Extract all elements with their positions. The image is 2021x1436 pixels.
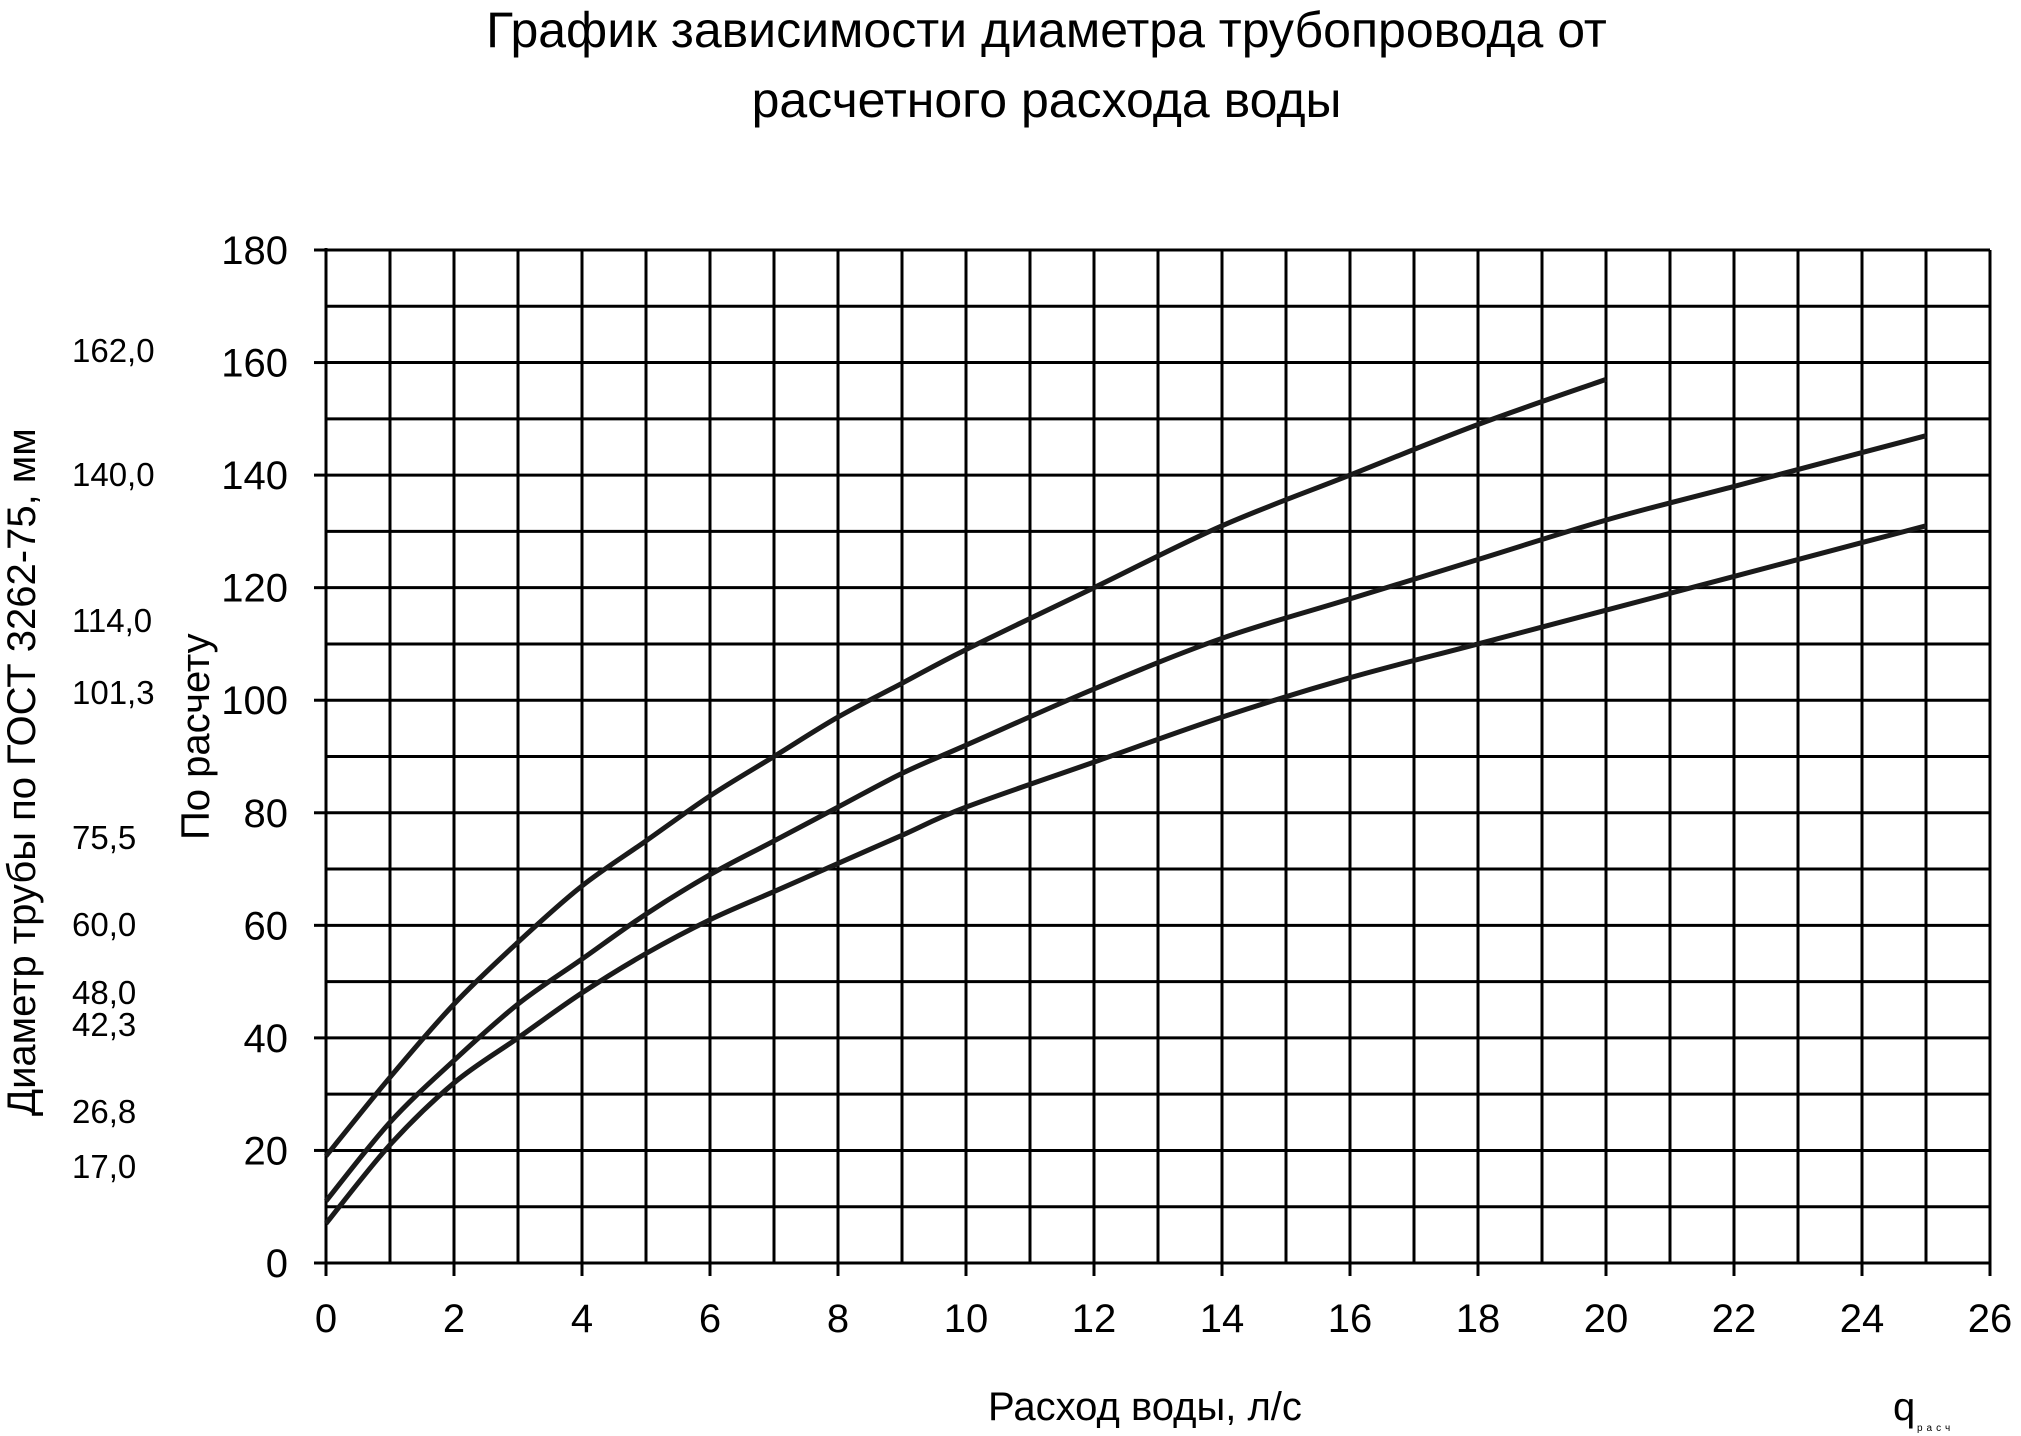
y-tick-label: 60	[244, 904, 289, 948]
x-tick-label: 18	[1456, 1297, 1501, 1341]
gost-diameter-label: 26,8	[72, 1093, 137, 1131]
series-line-1	[324, 377, 1607, 1158]
x-tick-label: 22	[1712, 1297, 1757, 1341]
x-tick-label: 2	[443, 1297, 465, 1341]
gost-diameter-label: 75,5	[72, 819, 137, 857]
y-tick-label: 100	[221, 679, 288, 723]
x-axis-label: Расход воды, л/с	[988, 1385, 1302, 1429]
gost-diameter-label: 114,0	[72, 602, 153, 640]
y-axis-label-outer: Диаметр трубы по ГОСТ 3262-75, мм	[0, 428, 44, 1116]
gost-diameter-label: 17,0	[72, 1148, 137, 1186]
q-subscript: расч	[1917, 1423, 1954, 1434]
y-tick-label: 0	[266, 1242, 288, 1286]
y-tick-label: 160	[221, 342, 288, 386]
y-tick-label: 180	[221, 229, 288, 273]
gost-diameter-label: 101,3	[72, 673, 155, 711]
gost-diameter-label: 140,0	[72, 456, 155, 494]
gost-diameter-label: 48,0	[72, 973, 137, 1011]
y-tick-label: 140	[221, 454, 288, 498]
q-symbol: q	[1893, 1385, 1915, 1429]
x-tick-label: 0	[315, 1297, 337, 1341]
x-tick-label: 4	[571, 1297, 593, 1341]
x-tick-label: 14	[1200, 1297, 1245, 1341]
y-tick-label: 80	[244, 792, 289, 836]
x-tick-label: 12	[1072, 1297, 1117, 1341]
gost-diameter-label: 42,3	[72, 1005, 137, 1043]
y-axis-label: По расчету	[174, 633, 218, 840]
y-tick-label: 40	[244, 1017, 289, 1061]
x-tick-label: 8	[827, 1297, 849, 1341]
x-tick-label: 26	[1968, 1297, 2013, 1341]
x-tick-label: 20	[1584, 1297, 1629, 1341]
x-tick-label: 10	[944, 1297, 989, 1341]
chart-title-line-2: расчетного расхода воды	[751, 72, 1342, 128]
y-tick-label: 120	[221, 567, 288, 611]
series-line-2	[324, 433, 1927, 1203]
x-tick-label: 6	[699, 1297, 721, 1341]
gost-diameter-label: 60,0	[72, 906, 137, 944]
x-tick-label: 24	[1840, 1297, 1885, 1341]
x-tick-label: 16	[1328, 1297, 1373, 1341]
y-tick-label: 20	[244, 1129, 289, 1173]
series-line-3	[324, 523, 1927, 1226]
chart-title-line-1: График зависимости диаметра трубопровода…	[486, 2, 1607, 58]
gost-diameter-label: 162,0	[72, 332, 155, 370]
